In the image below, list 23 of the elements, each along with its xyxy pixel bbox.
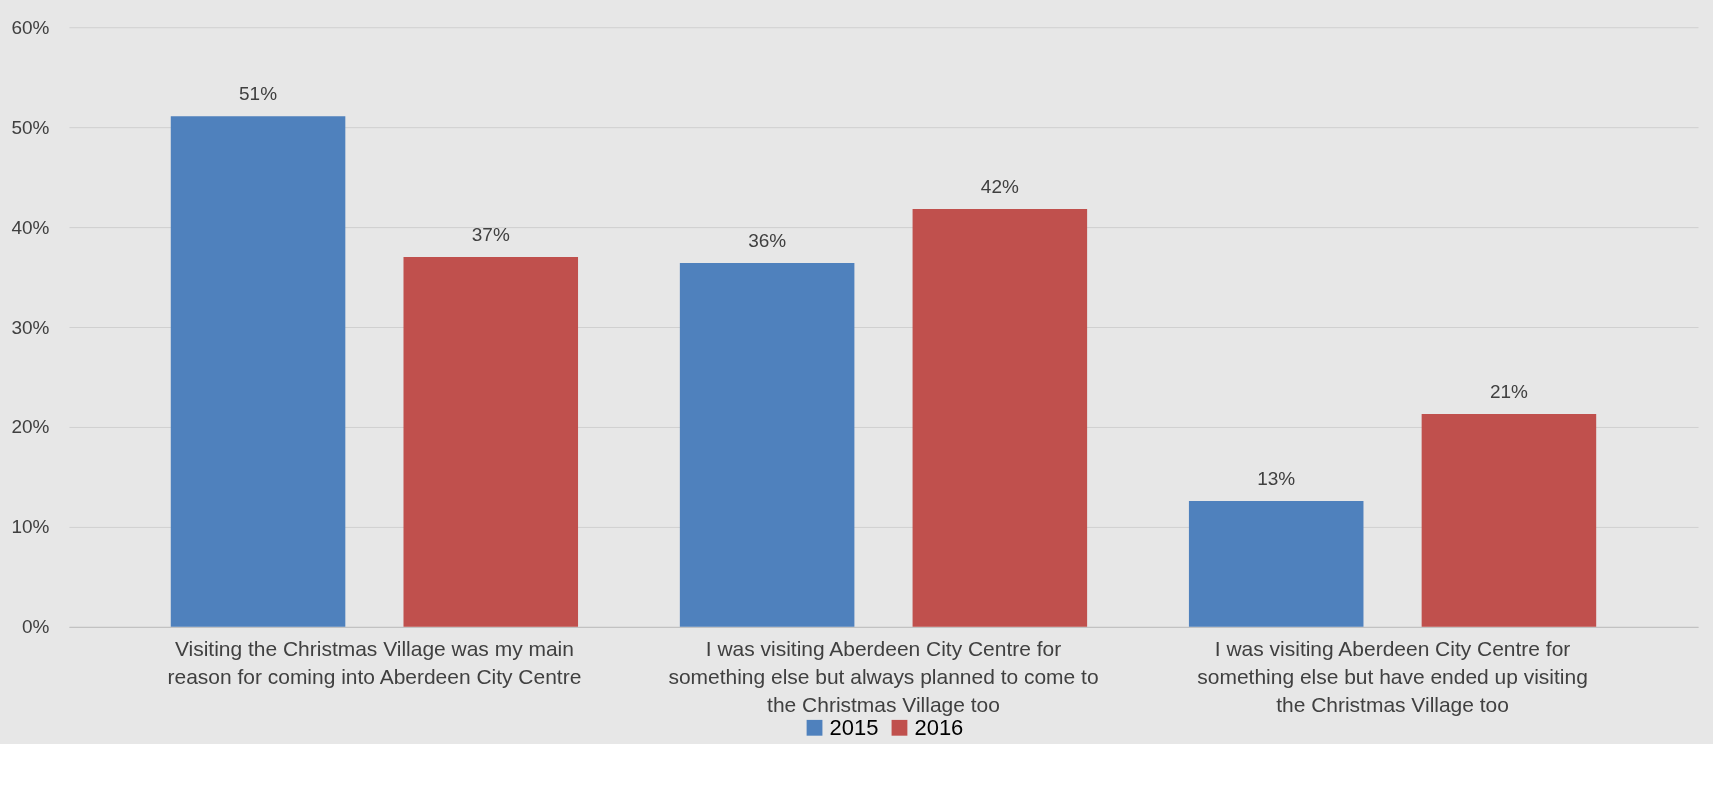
x-tick-label: I was visiting Aberdeen City Centre for something else but always planned to come to the Christmas Village too (668, 637, 1099, 717)
bar (170, 116, 346, 627)
data-label: 21% (1489, 380, 1529, 402)
bar (679, 263, 855, 627)
bar (1188, 500, 1364, 627)
y-tick-label: 30% (11, 316, 50, 338)
y-tick-label: 10% (11, 516, 50, 538)
x-tick-label: I was visiting Aberdeen City Centre for something else but have ended up visiting the Christmas Village too (1197, 637, 1588, 717)
data-label: 13% (1257, 467, 1296, 489)
y-tick-label: 40% (11, 216, 50, 238)
bar (403, 257, 579, 627)
data-label: 37% (471, 224, 510, 246)
data-label: 51% (239, 83, 278, 105)
x-tick-label: Visiting the Christmas Village was my main reason for coming into Aberdeen City Centre (167, 637, 582, 689)
bar (912, 209, 1088, 627)
y-tick-label: 0% (22, 616, 50, 638)
y-tick-label: 20% (11, 416, 50, 438)
data-label: 36% (748, 230, 787, 252)
bar (1421, 413, 1597, 627)
y-tick-label: 50% (11, 116, 50, 138)
legend-label: 2015 (829, 714, 879, 740)
data-label: 42% (980, 176, 1019, 198)
y-tick-label: 60% (11, 16, 50, 38)
